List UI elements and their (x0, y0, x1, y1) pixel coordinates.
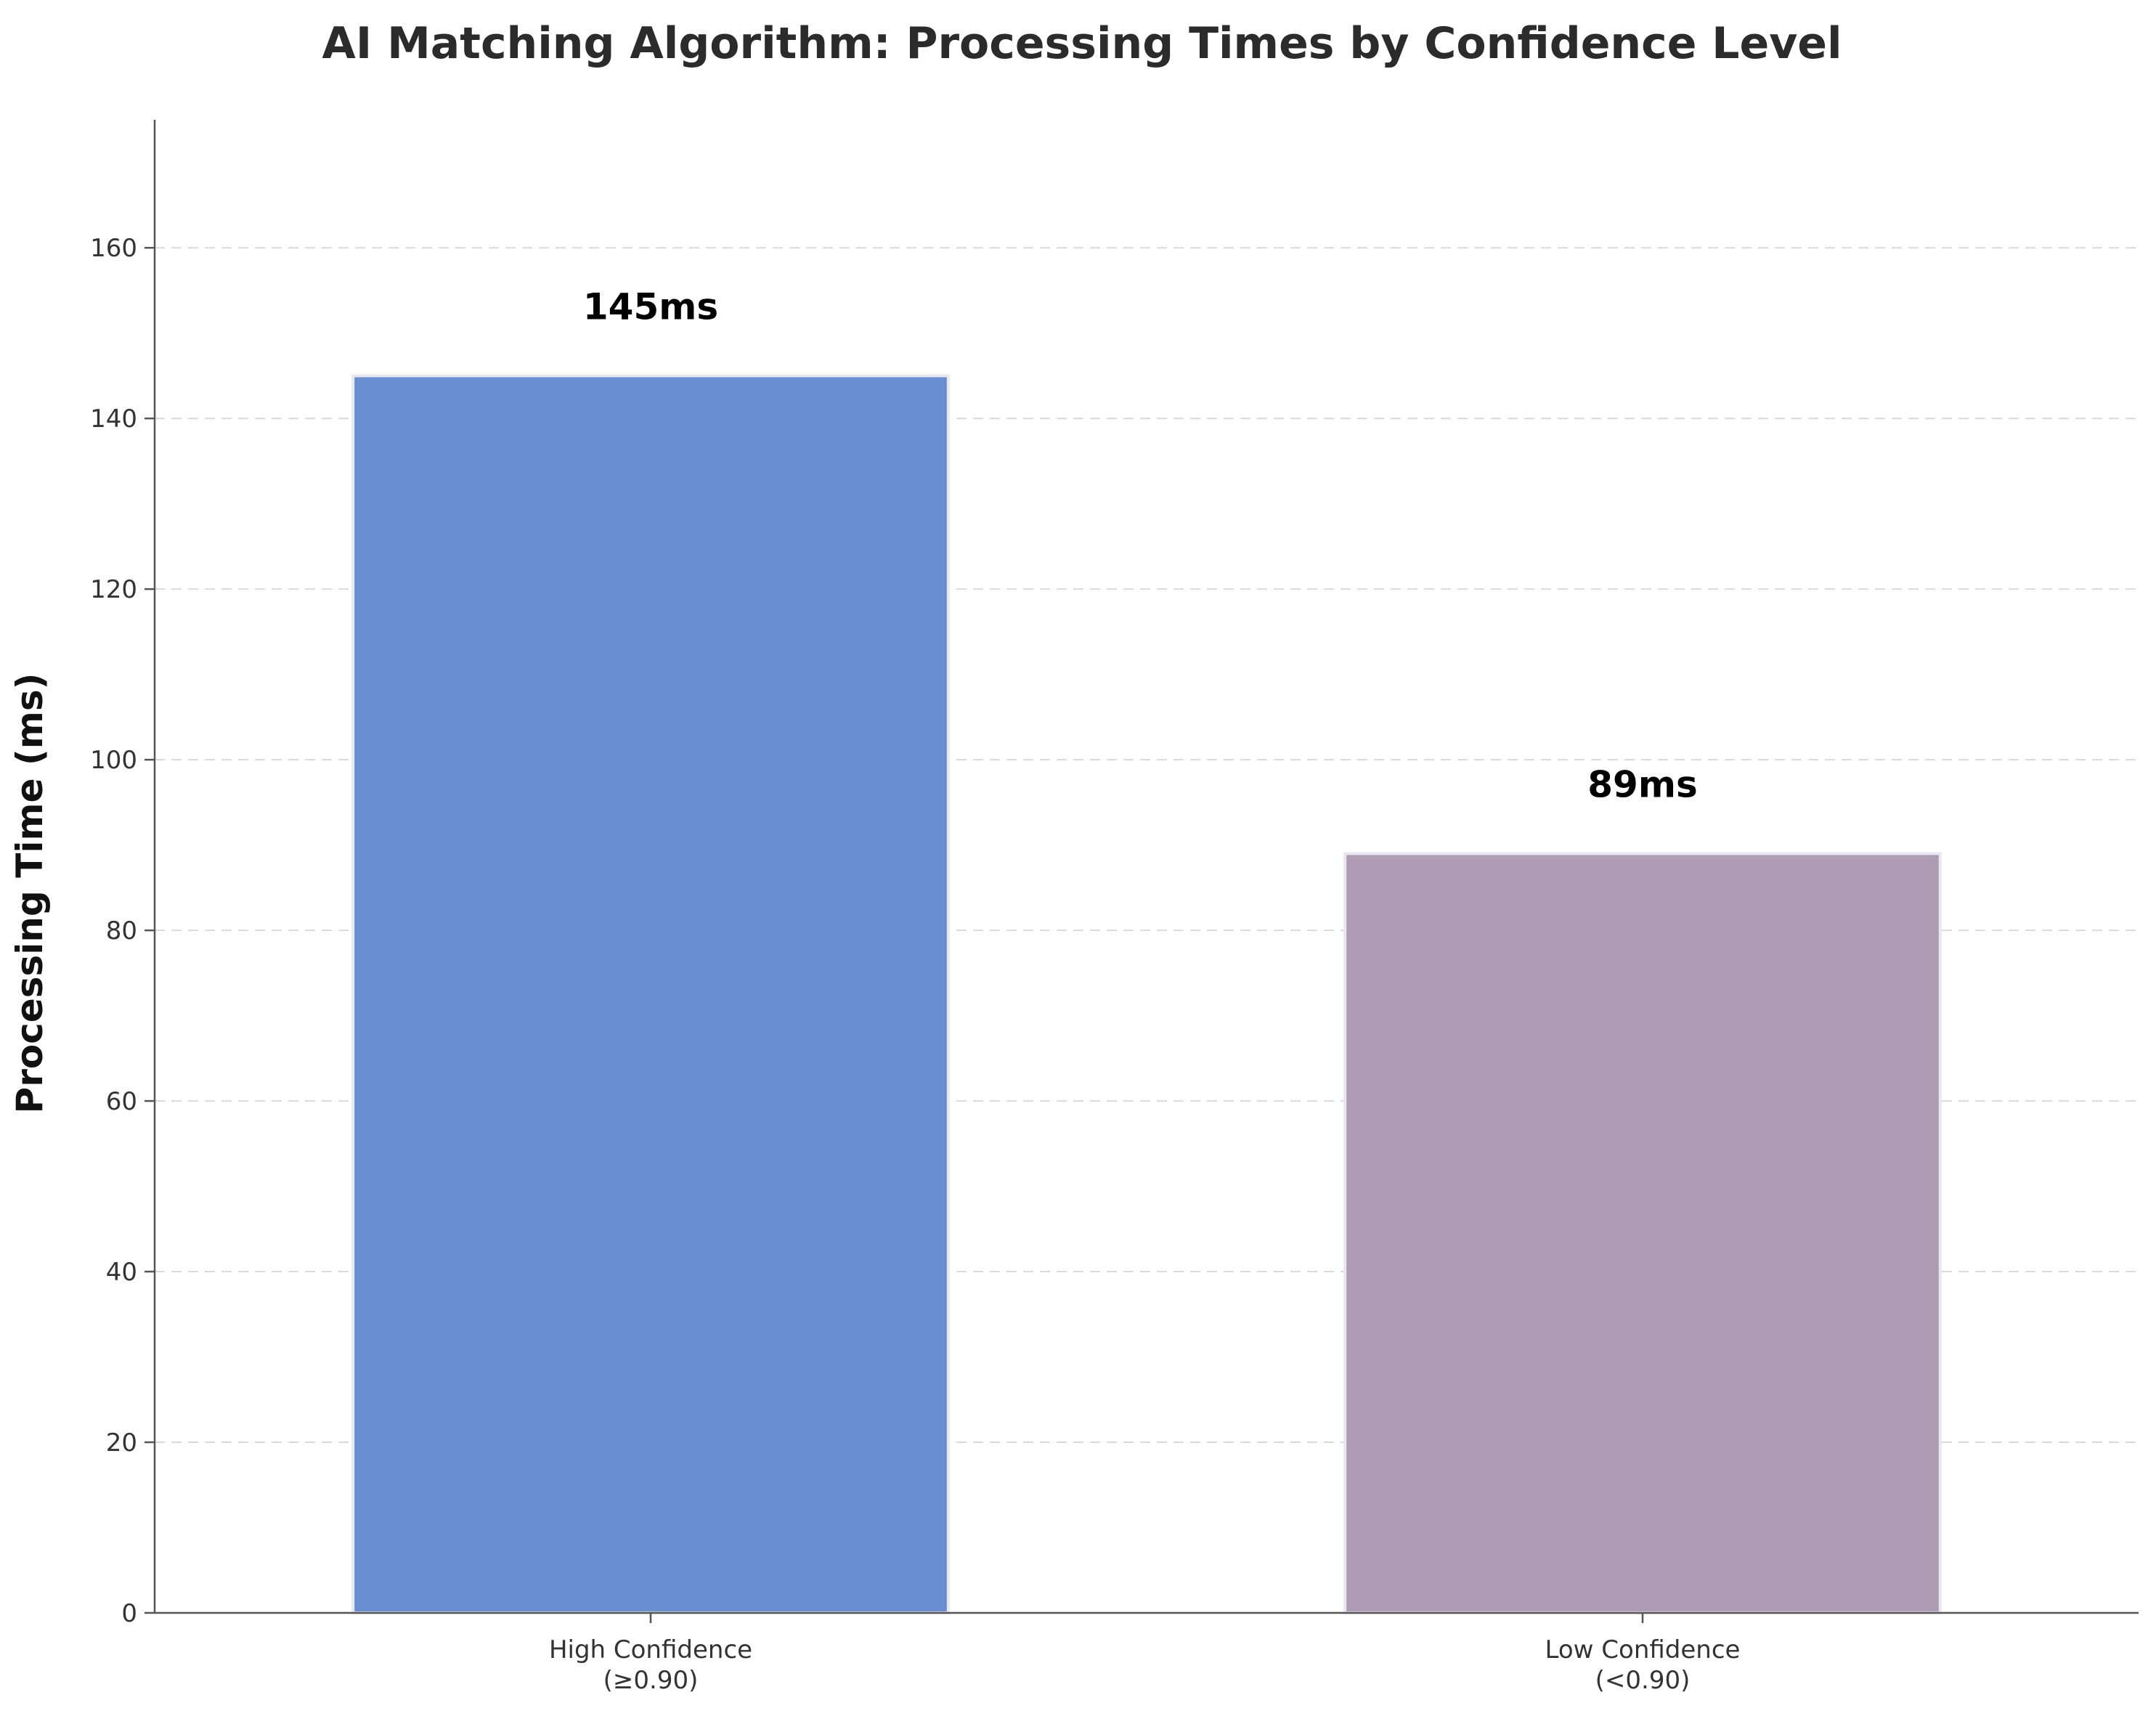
chart-title: AI Matching Algorithm: Processing Times … (322, 18, 1842, 69)
bar-value-label: 89ms (1587, 763, 1697, 805)
x-tick-label: (≥0.90) (603, 1666, 699, 1695)
bar (1343, 852, 1942, 1614)
y-tick-label: 140 (90, 404, 137, 434)
y-tick-label: 80 (106, 916, 137, 946)
x-tick-label: Low Confidence (1545, 1635, 1741, 1664)
y-tick-label: 0 (121, 1599, 137, 1628)
y-tick-label: 40 (106, 1258, 137, 1287)
bar (351, 374, 950, 1614)
bar-value-labels: 145ms 89ms (583, 285, 1698, 805)
y-tick-label: 60 (106, 1087, 137, 1116)
grid-lines (155, 247, 2139, 1444)
y-axis-label: Processing Time (ms) (9, 673, 51, 1114)
x-tick-label: (<0.90) (1595, 1666, 1691, 1695)
bar-value-label: 145ms (583, 285, 718, 328)
y-tick-label: 20 (106, 1428, 137, 1457)
y-ticks: 0 20 40 60 80 100 120 140 160 (90, 234, 155, 1628)
axes (153, 120, 2139, 1614)
y-tick-label: 120 (90, 575, 137, 604)
x-ticks: High Confidence(≥0.90) Low Confidence(<0.… (549, 1613, 1741, 1695)
bars (351, 374, 1942, 1614)
y-tick-label: 100 (90, 746, 137, 775)
y-tick-label: 160 (90, 234, 137, 263)
x-tick-label: High Confidence (549, 1635, 752, 1664)
